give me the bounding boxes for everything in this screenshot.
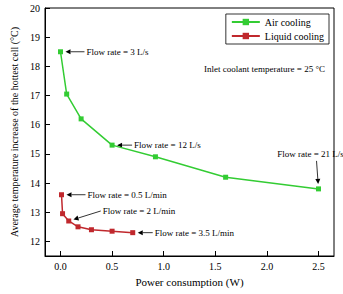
svg-text:17: 17	[30, 90, 40, 101]
svg-text:Flow rate = 3.5 L/min: Flow rate = 3.5 L/min	[155, 228, 235, 238]
svg-text:Air cooling: Air cooling	[265, 17, 311, 28]
svg-text:2.0: 2.0	[261, 261, 274, 272]
svg-text:0.5: 0.5	[106, 261, 119, 272]
svg-text:16: 16	[30, 119, 40, 130]
svg-text:Inlet coolant temperature = 25: Inlet coolant temperature = 25 °C	[204, 64, 325, 74]
svg-text:12: 12	[30, 236, 40, 247]
svg-text:Flow rate = 21 L/s: Flow rate = 21 L/s	[277, 149, 343, 159]
svg-text:Flow rate = 0.5 L/min: Flow rate = 0.5 L/min	[88, 190, 168, 200]
svg-text:Average temperature increase o: Average temperature increase of the hott…	[9, 27, 21, 237]
svg-text:Flow rate = 2 L/min: Flow rate = 2 L/min	[103, 206, 176, 216]
svg-text:14: 14	[30, 178, 40, 189]
svg-text:1.5: 1.5	[209, 261, 222, 272]
svg-text:1.0: 1.0	[157, 261, 170, 272]
svg-text:Flow rate = 12 L/s: Flow rate = 12 L/s	[134, 140, 201, 150]
svg-text:Liquid cooling: Liquid cooling	[265, 31, 324, 42]
svg-text:2.5: 2.5	[312, 261, 325, 272]
svg-text:20: 20	[30, 3, 40, 14]
svg-text:15: 15	[30, 148, 40, 159]
svg-text:0.0: 0.0	[54, 261, 67, 272]
svg-text:18: 18	[30, 61, 40, 72]
svg-text:13: 13	[30, 207, 40, 218]
svg-text:Flow rate = 3 L/s: Flow rate = 3 L/s	[86, 47, 149, 57]
svg-text:Power consumption (W): Power consumption (W)	[135, 276, 243, 289]
svg-text:19: 19	[30, 32, 40, 43]
